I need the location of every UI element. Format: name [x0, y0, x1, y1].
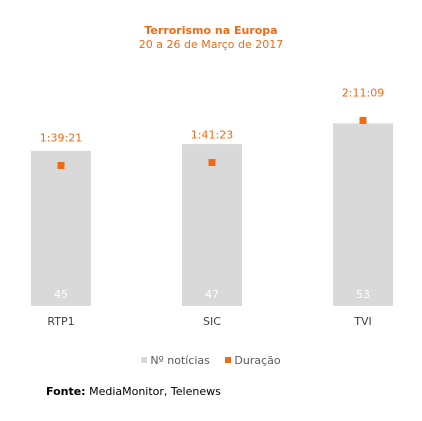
duration-label-tvi: 2:11:09: [342, 86, 384, 99]
duration-point-rtp1: [57, 161, 65, 169]
bar-tvi: [333, 123, 393, 306]
source-text: MediaMonitor, Telenews: [89, 385, 221, 398]
bar-value-label-tvi: 53: [356, 288, 370, 301]
chart-title: Terrorismo na Europa: [144, 24, 278, 37]
duration-point-tvi: [359, 116, 367, 124]
duration-label-rtp1: 1:39:21: [40, 131, 82, 144]
legend-swatch-duration: [225, 357, 232, 363]
legend-label-bars: Nº notícias: [150, 354, 210, 367]
legend-item-duration: Duração: [225, 354, 281, 367]
duration-point-sic: [208, 159, 216, 167]
category-label-sic: SIC: [203, 315, 221, 328]
duration-label-sic: 1:41:23: [191, 129, 233, 142]
bar-value-label-sic: 47: [205, 288, 219, 301]
category-label-rtp1: RTP1: [47, 315, 74, 328]
chart-subtitle: 20 a 26 de Março de 2017: [138, 38, 284, 51]
source-label: Fonte:: [46, 385, 86, 398]
source-note: Fonte: MediaMonitor, Telenews: [46, 385, 221, 398]
category-label-tvi: TVI: [353, 315, 372, 328]
legend-label-duration: Duração: [234, 354, 281, 367]
legend-swatch-bars: [141, 357, 148, 363]
legend-item-bars: Nº notícias: [141, 354, 210, 367]
bar-sic: [182, 144, 242, 306]
bar-value-label-rtp1: 45: [54, 288, 68, 301]
bar-rtp1: [31, 150, 91, 306]
chart-legend: Nº notícias Duração: [0, 354, 422, 367]
